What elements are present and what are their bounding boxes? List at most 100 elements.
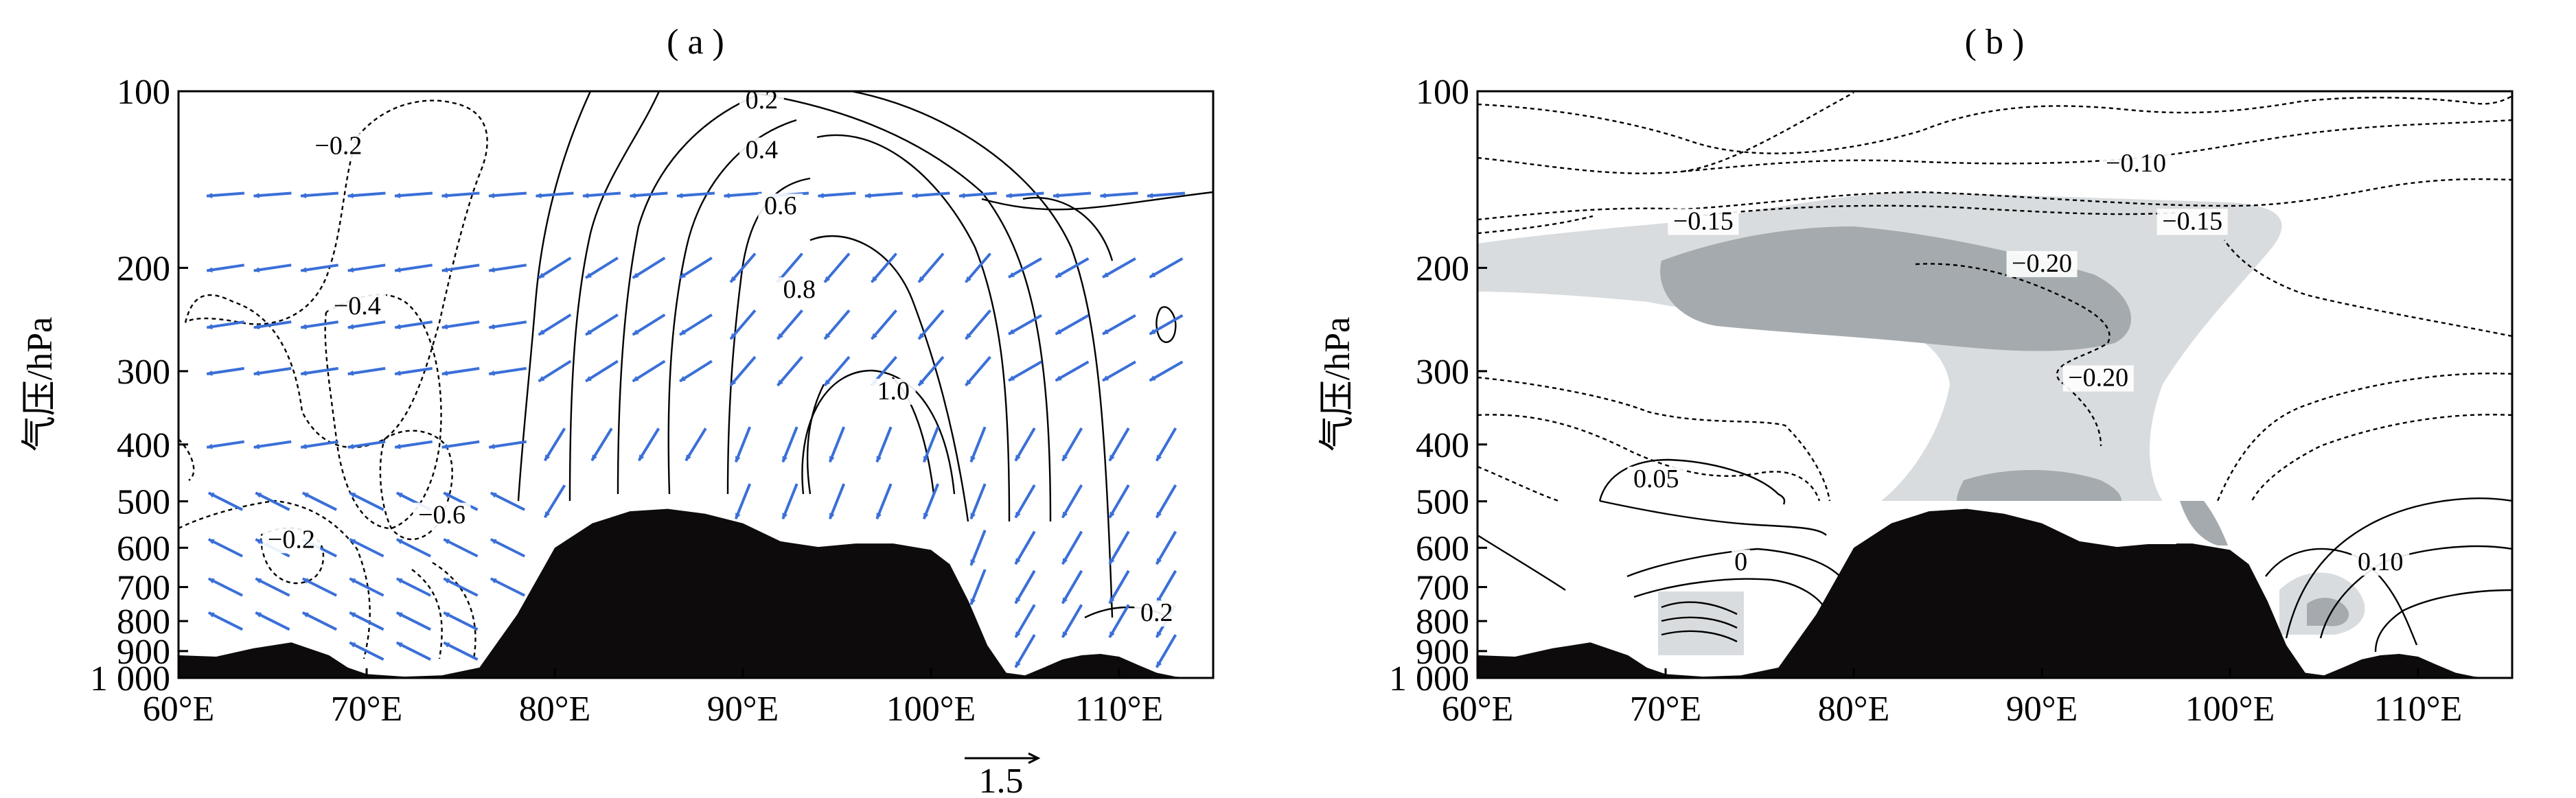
- x-tick-label: 90°E: [707, 690, 779, 729]
- wind-vector-arrow: [253, 191, 292, 199]
- contour-label: −0.15: [2162, 207, 2222, 235]
- y-tick-label: 700: [117, 569, 170, 608]
- wind-vector-arrow: [911, 191, 950, 199]
- wind-vector-arrow: [206, 191, 245, 199]
- wind-vector-arrow: [394, 191, 433, 199]
- panel-b-plot: [1477, 91, 2512, 678]
- wind-vector-arrow: [817, 191, 856, 199]
- wind-vector-arrow: [347, 191, 386, 199]
- contour-a-pos-0.8b: [809, 235, 969, 522]
- wind-vector-arrow: [441, 366, 480, 376]
- wind-vector-arrow: [679, 257, 713, 279]
- wind-vector-arrow: [253, 263, 292, 273]
- y-tick-label: 900: [1416, 633, 1469, 672]
- wind-vector-arrow: [729, 355, 757, 387]
- panel-b-contours: [1477, 91, 2512, 653]
- contour-label: 0.4: [746, 135, 779, 164]
- contour-b-right-solid1: [2285, 497, 2512, 639]
- panel-a-y-axis-label: 气压/hPa: [21, 317, 60, 451]
- wind-vector-arrow: [349, 641, 384, 661]
- contour-b-m015: [1477, 204, 2177, 235]
- wind-vector-arrow: [1155, 634, 1177, 668]
- wind-vector-arrow: [394, 263, 433, 273]
- wind-vector-arrow: [347, 320, 386, 330]
- contour-a-pos-0.2b: [568, 91, 660, 502]
- contour-a-pos-right: [981, 191, 1213, 211]
- wind-vector-arrow: [1149, 314, 1184, 336]
- contour-label-bg: [871, 378, 916, 405]
- vector-key: 1.5: [965, 752, 1041, 798]
- wind-vector-arrow: [490, 538, 525, 558]
- wind-vector-arrow: [922, 483, 940, 520]
- shade-light-box: [1658, 591, 1744, 655]
- panel-b-title: ( b ): [1965, 23, 2025, 62]
- contour-a-pos-loop: [1155, 306, 1177, 343]
- wind-vector-arrow: [676, 191, 715, 199]
- wind-vector-arrow: [1014, 484, 1036, 519]
- wind-vector-arrow: [300, 366, 338, 376]
- wind-vector-arrow: [535, 191, 574, 199]
- wind-vector-arrow: [965, 253, 991, 283]
- contour-label-bg: [328, 294, 387, 320]
- y-tick-label: 500: [1416, 483, 1469, 522]
- panel-a-axes-frame: [177, 90, 1215, 679]
- wind-vector-arrow: [300, 263, 338, 273]
- wind-vector-arrow: [632, 360, 666, 383]
- y-tick-label: 700: [1416, 569, 1469, 608]
- contour-a-pos-0.8: [726, 177, 811, 495]
- contour-label: 0.6: [764, 191, 797, 220]
- wind-vector-arrow: [302, 491, 337, 511]
- contour-b-top2: [1477, 119, 2512, 174]
- wind-vector-arrow: [1061, 484, 1083, 519]
- y-tick-label: 400: [1416, 426, 1469, 465]
- contour-a-pos-0.6b: [816, 134, 1011, 522]
- wind-vector-arrow: [488, 191, 527, 199]
- wind-vector-arrow: [1102, 257, 1136, 279]
- wind-vector-arrow: [871, 309, 897, 340]
- wind-vector-arrow: [253, 366, 292, 376]
- wind-vector-arrow: [590, 427, 613, 462]
- panel-b-terrain-gap: [2101, 503, 2176, 544]
- contour-label-bg: [758, 193, 803, 220]
- wind-vector-arrow: [347, 440, 386, 449]
- x-tick-label: 70°E: [331, 690, 403, 729]
- panel-b: ( b ): [1318, 23, 2514, 729]
- wind-vector-arrow: [396, 611, 431, 631]
- wind-vector-arrow: [917, 355, 945, 387]
- wind-vector-arrow: [723, 191, 762, 199]
- wind-vector-arrow: [1099, 191, 1138, 199]
- panel-b-contour-labels: −0.10 −0.15 −0.15 −0.20 −0.20 0.05 0 0.10: [1627, 149, 2410, 576]
- wind-vector-arrow: [1155, 530, 1177, 565]
- contour-b-mid3: [1477, 465, 1559, 502]
- wind-vector-arrow: [828, 483, 846, 520]
- contour-label: 0.8: [783, 275, 816, 304]
- wind-vector-arrow: [637, 427, 660, 462]
- contour-label: −0.4: [334, 292, 381, 320]
- contour-label-bg: [262, 527, 321, 554]
- wind-vector-arrow: [443, 611, 479, 631]
- panel-a-x-ticks: 60°E 70°E 80°E 90°E 100°E 110°E: [143, 668, 1163, 729]
- wind-vector-arrow: [394, 320, 433, 330]
- wind-vector-arrow: [777, 309, 803, 340]
- wind-vector-arrow: [394, 366, 433, 376]
- contour-label: 1.0: [877, 377, 910, 406]
- y-tick-label: 500: [117, 483, 170, 522]
- wind-vector-arrow: [253, 320, 292, 330]
- panel-a-vectors: [206, 191, 1186, 668]
- wind-vector-arrow: [1108, 570, 1130, 605]
- wind-vector-arrow: [734, 483, 752, 520]
- contour-b-mid2: [1477, 414, 1821, 502]
- contour-label-bg: [413, 502, 471, 529]
- wind-vector-arrow: [1155, 427, 1177, 462]
- wind-vector-arrow: [347, 366, 386, 376]
- wind-vector-arrow: [208, 538, 243, 558]
- wind-vector-arrow: [871, 253, 897, 283]
- wind-vector-arrow: [1014, 604, 1036, 638]
- wind-vector-arrow: [1055, 257, 1090, 279]
- wind-vector-arrow: [679, 360, 713, 383]
- panel-a-title: ( a ): [667, 23, 724, 62]
- contour-label-bg: [739, 137, 784, 164]
- wind-vector-arrow: [1147, 191, 1186, 199]
- panel-a-contour-labels: −0.2 −0.4 −0.6 −0.2 0.2 0.4 0.6 0.8 1.0 0.2: [262, 86, 1180, 627]
